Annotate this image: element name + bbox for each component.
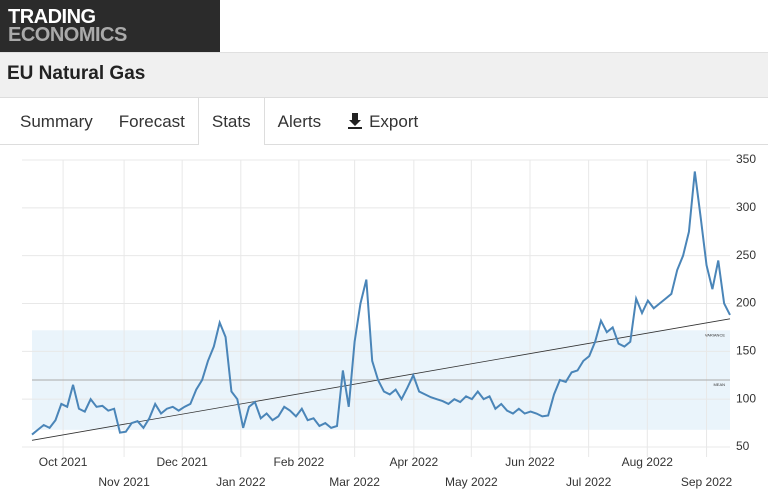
tab-bar: Summary Forecast Stats Alerts Export — [0, 98, 768, 145]
x-tick-label: Mar 2022 — [329, 475, 380, 489]
logo-line: TRADING — [8, 6, 96, 28]
tab[interactable]: Summary — [20, 112, 93, 131]
x-tick-label: Jan 2022 — [216, 475, 266, 489]
x-tick-label: Oct 2021 — [39, 455, 88, 469]
variance-label: VARIANCE — [705, 332, 725, 337]
y-tick-label: 250 — [736, 248, 756, 262]
x-tick-label: Dec 2021 — [156, 455, 208, 469]
x-tick-label: Nov 2021 — [98, 475, 150, 489]
y-tick-label: 350 — [736, 152, 756, 166]
export-tab[interactable]: Export — [334, 98, 431, 144]
price-line — [31, 171, 731, 436]
page-title: EU Natural Gas — [7, 63, 146, 84]
x-tick-label: Sep 2022 — [681, 475, 733, 489]
title-bar: EU Natural Gas — [0, 52, 768, 98]
x-tick-label: Jun 2022 — [505, 455, 555, 469]
tab[interactable]: Stats — [197, 98, 265, 145]
y-tick-label: 200 — [736, 296, 756, 310]
logo-line: ECONOMICS — [8, 24, 127, 46]
y-tick-label: 50 — [736, 439, 750, 453]
y-tick-label: 150 — [736, 344, 756, 358]
download-icon — [348, 113, 363, 129]
logo[interactable]: TRADING ECONOMICS — [0, 0, 220, 52]
tab[interactable]: Alerts — [277, 112, 322, 131]
mean-label: MEAN — [713, 382, 725, 387]
header: TRADING ECONOMICS — [0, 0, 768, 52]
x-tick-label: Feb 2022 — [274, 455, 325, 469]
y-tick-label: 300 — [736, 200, 756, 214]
x-tick-label: Jul 2022 — [566, 475, 612, 489]
tab-label: Export — [369, 112, 419, 131]
tab[interactable]: Forecast — [118, 112, 185, 131]
x-tick-label: Aug 2022 — [622, 455, 674, 469]
x-tick-label: May 2022 — [445, 475, 498, 489]
chart: 50 100 150 200 250 300 350 Oct 2021 Nov 2021 Dec … — [22, 152, 756, 489]
y-tick-label: 100 — [736, 391, 756, 405]
x-tick-label: Apr 2022 — [389, 455, 438, 469]
